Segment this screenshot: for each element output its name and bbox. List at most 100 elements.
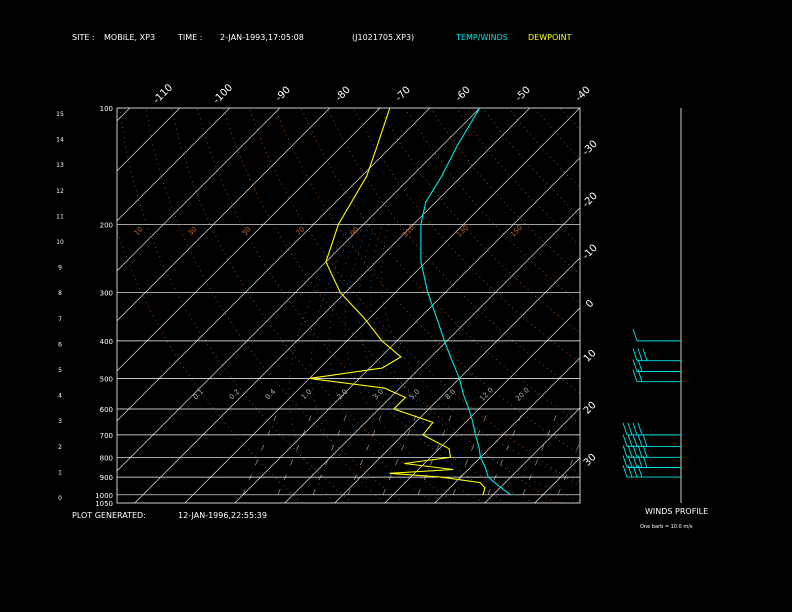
height-tick-label: 0 [58, 495, 62, 502]
moist-adiabat-line [310, 224, 386, 503]
isotherm-line [117, 108, 231, 222]
wind-barb [637, 359, 643, 372]
wind-barb [637, 464, 643, 478]
pressure-tick-label: 1000 [95, 492, 113, 500]
mixing-ratio-line [277, 408, 315, 495]
temperature-line [420, 108, 511, 496]
moist-adiabat-line [344, 224, 485, 503]
wind-barb [642, 455, 648, 468]
isotherm-line [284, 207, 580, 503]
dry-adiabat-line [197, 108, 505, 503]
pressure-tick-label: 500 [100, 375, 113, 383]
wind-barb [632, 434, 638, 447]
dry-adiabat-label: 130 [455, 224, 470, 239]
mixing-ratio-label: 0.4 [264, 387, 278, 401]
dry-adiabat-line [586, 108, 792, 503]
wind-barb [637, 369, 643, 382]
diagram-frame [116, 107, 581, 504]
isotherm-line [434, 357, 580, 503]
wind-barb [627, 464, 633, 478]
dry-adiabat-label: 30 [187, 225, 199, 237]
right-temp-label: 0 [584, 298, 596, 310]
isotherm-line [585, 108, 792, 503]
isotherm-line [117, 108, 181, 172]
wind-barb [642, 445, 648, 458]
mixing-ratio-label: 3.0 [372, 388, 386, 402]
height-tick-label: 12 [56, 188, 64, 195]
height-tick-label: 13 [56, 162, 64, 169]
mixing-ratio-label: 0.2 [228, 388, 242, 402]
height-tick-label: 2 [58, 444, 62, 451]
wind-barb [637, 348, 643, 361]
dry-adiabat-line [274, 108, 580, 456]
height-tick-label: 6 [58, 341, 62, 348]
dry-adiabat-label: 10 [133, 225, 145, 237]
wind-barb [637, 422, 643, 436]
dewpoint-line [309, 108, 486, 495]
skewed-temp-label: -60 [454, 85, 473, 104]
wind-barb [632, 359, 638, 372]
wind-barb [622, 445, 628, 458]
isotherm-line [117, 108, 281, 272]
dry-adiabat-label: 110 [401, 224, 416, 239]
moist-adiabat-line [380, 224, 580, 483]
isotherm-line [117, 108, 381, 372]
isotherm-line [534, 457, 580, 503]
wind-barb [637, 455, 643, 468]
moist-adiabat-line [370, 224, 580, 502]
height-tick-label: 7 [58, 316, 62, 323]
dry-adiabat-line [326, 108, 580, 394]
isotherm-line [0, 108, 80, 503]
wind-barb [632, 445, 638, 458]
wind-barb [627, 445, 633, 458]
mixing-ratio-line [382, 408, 420, 495]
height-tick-label: 11 [56, 213, 64, 220]
pressure-tick-label: 600 [100, 406, 113, 414]
isotherm-line [117, 108, 331, 322]
mixing-ratio-label: 12.0 [478, 386, 495, 403]
skewed-temp-label: -40 [574, 85, 593, 104]
right-temp-label: -30 [581, 139, 600, 158]
wind-barb [632, 348, 638, 361]
pressure-tick-label: 800 [100, 454, 113, 462]
wind-barb [627, 434, 633, 447]
skewed-temp-label: -70 [394, 85, 413, 104]
mixing-ratio-label: 2.0 [336, 388, 350, 402]
dry-adiabat-line [171, 108, 455, 503]
pressure-tick-label: 100 [100, 105, 113, 113]
height-tick-label: 15 [56, 111, 64, 118]
wind-barb [632, 422, 638, 436]
mixing-ratio-line [242, 408, 280, 495]
pressure-tick-label: 900 [100, 474, 113, 482]
dry-adiabat-line [664, 108, 792, 503]
dry-adiabat-line [507, 108, 580, 188]
plot-generated-value: 12-JAN-1996,22:55:39 [178, 511, 267, 520]
isotherm-line [384, 307, 580, 503]
dry-adiabat-line [533, 108, 580, 160]
wind-barb [622, 455, 628, 468]
pressure-tick-label: 400 [100, 338, 113, 346]
dry-adiabat-line [481, 108, 580, 217]
dry-adiabat-line [222, 108, 556, 503]
wind-barb [627, 455, 633, 468]
winds-profile-title: WINDS PROFILE [645, 507, 708, 516]
pressure-tick-label: 300 [100, 290, 113, 298]
right-temp-label: 10 [582, 348, 599, 365]
dry-adiabat-label: 70 [295, 225, 307, 237]
dry-adiabat-label: 150 [509, 224, 524, 239]
isotherm-line [117, 108, 131, 122]
pressure-tick-label: 200 [100, 221, 113, 229]
site-label: SITE : [72, 33, 95, 42]
moist-adiabat-line [288, 224, 352, 503]
dry-adiabat-label: 90 [349, 225, 361, 237]
wind-barb [637, 445, 643, 458]
isotherm-line [685, 108, 792, 503]
mixing-ratio-label: 8.0 [444, 388, 458, 402]
isotherm-lines [0, 108, 792, 503]
isotherm-line [635, 108, 792, 503]
plot-generated-label: PLOT GENERATED: [72, 511, 146, 520]
isotherm-line [334, 257, 580, 503]
height-tick-label: 3 [58, 418, 62, 425]
sounding-series [309, 108, 511, 496]
skewed-temp-label: -50 [514, 85, 533, 104]
